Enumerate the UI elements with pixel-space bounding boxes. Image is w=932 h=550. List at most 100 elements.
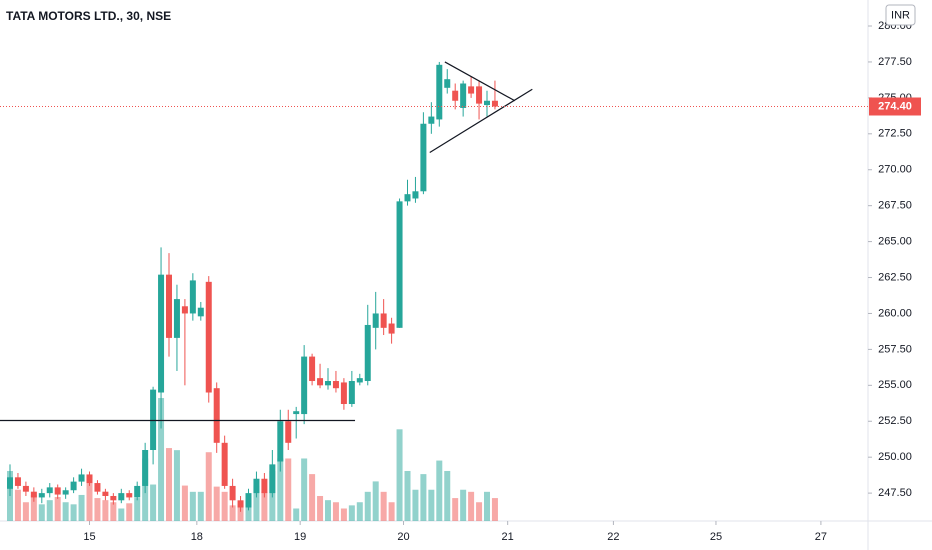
volume-bar: [340, 508, 347, 521]
volume-bar: [380, 491, 387, 521]
chart-title: TATA MOTORS LTD., 30, NSE: [6, 9, 171, 23]
candle-body: [46, 487, 53, 494]
candle-body: [364, 324, 371, 382]
volume-bar: [158, 398, 165, 521]
price-tag: [869, 97, 921, 116]
candle-body: [38, 493, 45, 498]
candle-body: [70, 481, 77, 491]
candle-body: [436, 64, 443, 120]
volume-bar: [293, 508, 300, 521]
y-tick-label: 252.50: [878, 415, 912, 427]
candle-body: [189, 280, 196, 314]
candle-body: [94, 483, 101, 492]
volume-bar: [420, 474, 427, 521]
volume-bar: [166, 448, 172, 521]
volume-layer: [7, 398, 498, 521]
candle-body: [325, 381, 331, 386]
candle-body: [110, 495, 117, 501]
candle-body: [293, 411, 300, 415]
candle-body: [309, 356, 316, 382]
candle-body: [134, 485, 141, 498]
candle-body: [197, 307, 204, 317]
currency-box[interactable]: [885, 4, 916, 26]
volume-bar: [332, 502, 339, 521]
y-tick-label: 260.00: [878, 307, 912, 319]
volume-bar: [22, 502, 29, 521]
volume-bar: [491, 498, 498, 521]
volume-bar: [102, 500, 109, 521]
volume-bar: [62, 502, 69, 521]
x-tick-label: 19: [294, 531, 306, 543]
candle-body: [404, 194, 411, 202]
candle-body: [412, 191, 419, 199]
y-tick-label: 255.00: [878, 379, 912, 391]
candle-body: [166, 274, 172, 338]
volume-bar: [277, 458, 284, 521]
volume-bar: [404, 470, 411, 521]
volume-bar: [444, 470, 451, 521]
volume-bar: [150, 484, 157, 521]
x-tick-label: 18: [191, 531, 203, 543]
candle-body: [86, 474, 93, 484]
volume-bar: [14, 489, 21, 521]
candle-body: [491, 100, 498, 107]
trend-line: [429, 88, 533, 154]
candle-body: [22, 485, 29, 492]
volume-bar: [372, 481, 379, 521]
candle-body: [452, 90, 459, 101]
y-tick-label: 250.00: [878, 451, 912, 463]
candle-body: [150, 389, 157, 451]
candle-body: [372, 313, 379, 328]
candle-body: [332, 381, 339, 389]
candle-body: [301, 356, 308, 415]
y-tick-label: 262.50: [878, 271, 912, 283]
volume-bar: [86, 481, 93, 521]
volume-bar: [46, 500, 53, 521]
currency[interactable]: INR: [891, 9, 910, 21]
volume-bar: [285, 458, 292, 521]
volume-bar: [317, 495, 324, 521]
x-tick-label: 22: [607, 531, 619, 543]
volume-bar: [54, 497, 61, 521]
candle-body: [317, 378, 324, 386]
volume-bar: [245, 505, 252, 521]
candle-body: [54, 487, 61, 495]
trend-line: [444, 61, 516, 102]
volume-bar: [78, 494, 85, 521]
candle-body: [340, 382, 347, 405]
candle-body: [245, 493, 252, 508]
candle-body: [142, 450, 149, 486]
candle-body: [388, 323, 395, 334]
volume-bar: [253, 485, 260, 521]
volume-bar: [221, 491, 228, 521]
volume-bar: [452, 498, 459, 521]
candle-body: [221, 442, 228, 486]
axis-layer: 247.50 250.00 252.50 255.00 257.50 260.00 262.…: [0, 20, 921, 543]
volume-bar: [436, 460, 443, 521]
candle-body: [460, 83, 467, 108]
volume-bar: [70, 504, 77, 521]
volume-bar: [189, 491, 196, 521]
candle-body: [277, 421, 284, 462]
volume-bar: [110, 502, 117, 521]
volume-bar: [126, 503, 133, 521]
candle-body: [253, 478, 260, 494]
x-tick-label: 25: [710, 531, 722, 543]
candle-body: [173, 299, 180, 338]
volume-bar: [38, 504, 45, 521]
volume-bar: [94, 498, 101, 521]
volume-bar: [325, 500, 331, 521]
y-tick-label: 257.50: [878, 343, 912, 355]
volume-bar: [460, 489, 467, 521]
candle-body: [261, 478, 268, 494]
volume-bar: [205, 452, 212, 521]
volume-bar: [364, 491, 371, 521]
price-tag-label: 274.40: [878, 100, 912, 112]
candle-body: [7, 477, 13, 489]
candle-body: [102, 491, 109, 496]
volume-bar: [197, 491, 204, 521]
y-tick-label: 277.50: [878, 56, 912, 68]
volume-bar: [213, 486, 220, 521]
candle-body: [348, 381, 355, 405]
